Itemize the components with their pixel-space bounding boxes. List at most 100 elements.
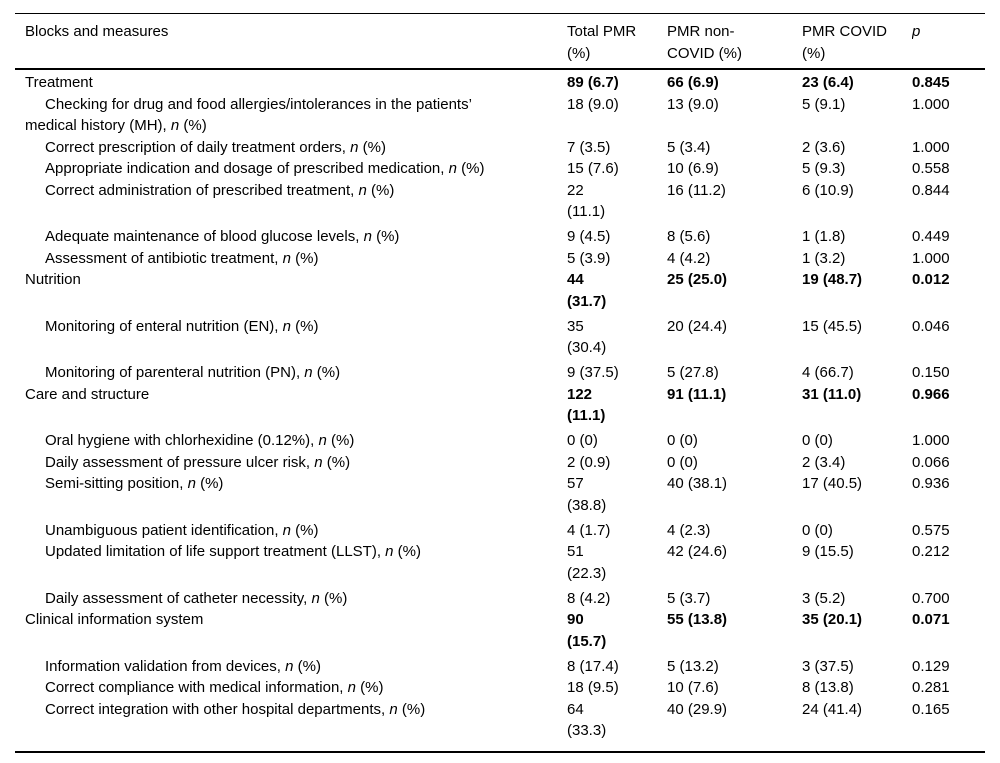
pmr-measures-table: Blocks and measures Total PMR (%) PMR non-… xyxy=(15,13,985,753)
cell-p-value: 0.071 xyxy=(912,611,950,628)
cell-p-value: 0.966 xyxy=(912,385,950,403)
cell-total-pmr: 90 (15.7) xyxy=(567,611,607,650)
cell-total-pmr: 2 (0.9) xyxy=(567,453,611,471)
column-header-pmr-non-covid: PMR non- COVID (%) xyxy=(667,23,742,62)
cell-p-value: 0.165 xyxy=(912,700,950,718)
column-header-blocks: Blocks and measures xyxy=(25,23,169,40)
table-row: Assessment of antibiotic treatment, n (%… xyxy=(15,248,985,270)
cell-total-pmr: 89 (6.7) xyxy=(567,74,619,91)
table-row: Daily assessment of catheter necessity, … xyxy=(15,588,985,610)
row-label: Clinical information system xyxy=(25,611,204,628)
row-label: Appropriate indication and dosage of pre… xyxy=(45,160,485,177)
cell-pmr-covid: 15 (45.5) xyxy=(802,317,863,335)
cell-p-value: 0.281 xyxy=(912,679,950,696)
cell-p-value: 1.000 xyxy=(912,138,950,156)
row-label: Semi-sitting position, n (%) xyxy=(45,475,224,492)
cell-pmr-non-covid: 8 (5.6) xyxy=(667,228,711,245)
row-label: Care and structure xyxy=(25,385,150,403)
row-label: Daily assessment of pressure ulcer risk,… xyxy=(45,453,351,471)
cell-pmr-non-covid: 40 (38.1) xyxy=(667,475,728,492)
cell-pmr-non-covid: 5 (3.7) xyxy=(667,589,711,607)
cell-total-pmr: 22 (11.1) xyxy=(567,181,606,221)
cell-pmr-non-covid: 16 (11.2) xyxy=(667,181,726,199)
table-row: Oral hygiene with chlorhexidine (0.12%),… xyxy=(15,430,985,452)
row-label: Assessment of antibiotic treatment, n (%… xyxy=(45,249,319,267)
cell-pmr-non-covid: 13 (9.0) xyxy=(667,95,719,113)
cell-pmr-non-covid: 66 (6.9) xyxy=(667,74,719,91)
cell-p-value: 1.000 xyxy=(912,95,950,113)
cell-pmr-non-covid: 55 (13.8) xyxy=(667,611,728,628)
row-label: Correct prescription of daily treatment … xyxy=(45,138,386,156)
row-label: Monitoring of parenteral nutrition (PN),… xyxy=(45,364,341,381)
cell-pmr-non-covid: 0 (0) xyxy=(667,432,698,449)
table-row: Semi-sitting position, n (%) 57 (38.8) 40 … xyxy=(15,473,985,516)
table-row: Clinical information system 90 (15.7) 55 (… xyxy=(15,609,985,652)
row-label: Adequate maintenance of blood glucose le… xyxy=(45,228,400,245)
table-row: Correct prescription of daily treatment … xyxy=(15,137,985,159)
table-header-row: Blocks and measures Total PMR (%) PMR non-… xyxy=(15,14,985,70)
table-row: Daily assessment of pressure ulcer risk,… xyxy=(15,452,985,474)
cell-pmr-covid: 17 (40.5) xyxy=(802,475,863,492)
cell-pmr-non-covid: 40 (29.9) xyxy=(667,700,728,718)
table-row: Unambiguous patient identification, n (%… xyxy=(15,520,985,542)
table-row: Information validation from devices, n (… xyxy=(15,656,985,678)
cell-total-pmr: 64 (33.3) xyxy=(567,700,607,740)
cell-total-pmr: 15 (7.6) xyxy=(567,160,619,177)
cell-pmr-covid: 35 (20.1) xyxy=(802,611,863,628)
cell-total-pmr: 5 (3.9) xyxy=(567,249,611,267)
cell-pmr-covid: 9 (15.5) xyxy=(802,543,854,560)
cell-pmr-non-covid: 91 (11.1) xyxy=(667,385,727,403)
cell-p-value: 0.844 xyxy=(912,181,950,199)
cell-pmr-covid: 3 (5.2) xyxy=(802,589,846,607)
cell-total-pmr: 51 (22.3) xyxy=(567,543,607,582)
cell-total-pmr: 9 (4.5) xyxy=(567,228,611,245)
cell-total-pmr: 122 (11.1) xyxy=(567,385,606,425)
cell-pmr-covid: 1 (1.8) xyxy=(802,228,846,245)
row-label: Correct administration of prescribed tre… xyxy=(45,181,395,199)
cell-pmr-covid: 0 (0) xyxy=(802,521,833,539)
cell-p-value: 0.558 xyxy=(912,160,950,177)
row-label: Updated limitation of life support treat… xyxy=(45,543,422,560)
cell-pmr-covid: 0 (0) xyxy=(802,432,833,449)
table-row: Correct compliance with medical informat… xyxy=(15,677,985,699)
table-row: Monitoring of enteral nutrition (EN), n … xyxy=(15,316,985,359)
cell-pmr-covid: 31 (11.0) xyxy=(802,385,862,403)
cell-pmr-covid: 3 (37.5) xyxy=(802,657,854,675)
cell-total-pmr: 18 (9.0) xyxy=(567,95,619,113)
column-header-pmr-covid: PMR COVID (%) xyxy=(802,23,888,62)
cell-total-pmr: 8 (17.4) xyxy=(567,657,619,675)
cell-pmr-covid: 1 (3.2) xyxy=(802,249,846,267)
cell-total-pmr: 8 (4.2) xyxy=(567,589,611,607)
row-label: Treatment xyxy=(25,74,93,91)
table-body: Treatment 89 (6.7) 66 (6.9) 23 (6.4) 0.845 Ch… xyxy=(15,70,985,753)
cell-pmr-non-covid: 5 (3.4) xyxy=(667,138,711,156)
cell-pmr-covid: 2 (3.6) xyxy=(802,138,846,156)
row-label: Oral hygiene with chlorhexidine (0.12%),… xyxy=(45,432,355,449)
cell-p-value: 1.000 xyxy=(912,432,950,449)
table-row: Updated limitation of life support treat… xyxy=(15,541,985,584)
table-row: Care and structure 122 (11.1) 91 (11.1) 31 … xyxy=(15,384,985,427)
table-row: Nutrition 44 (31.7) 25 (25.0) 19 (48.7) 0.01… xyxy=(15,269,985,312)
cell-pmr-covid: 5 (9.1) xyxy=(802,95,846,113)
cell-p-value: 0.066 xyxy=(912,453,950,471)
cell-pmr-covid: 24 (41.4) xyxy=(802,700,863,718)
cell-pmr-non-covid: 4 (2.3) xyxy=(667,521,711,539)
cell-pmr-non-covid: 10 (7.6) xyxy=(667,679,719,696)
cell-p-value: 0.012 xyxy=(912,271,950,288)
cell-total-pmr: 0 (0) xyxy=(567,432,598,449)
cell-pmr-non-covid: 0 (0) xyxy=(667,453,698,471)
cell-p-value: 0.212 xyxy=(912,543,950,560)
cell-pmr-covid: 6 (10.9) xyxy=(802,181,854,199)
table-row: Correct integration with other hospital … xyxy=(15,699,985,742)
cell-p-value: 0.936 xyxy=(912,475,950,492)
cell-pmr-covid: 8 (13.8) xyxy=(802,679,854,696)
cell-p-value: 1.000 xyxy=(912,249,950,267)
cell-pmr-covid: 2 (3.4) xyxy=(802,453,846,471)
table-row: Monitoring of parenteral nutrition (PN),… xyxy=(15,362,985,384)
row-label: Unambiguous patient identification, n (%… xyxy=(45,521,319,539)
cell-pmr-non-covid: 10 (6.9) xyxy=(667,160,719,177)
cell-p-value: 0.700 xyxy=(912,589,950,607)
cell-pmr-covid: 5 (9.3) xyxy=(802,160,846,177)
cell-total-pmr: 4 (1.7) xyxy=(567,521,611,539)
table-row: Adequate maintenance of blood glucose le… xyxy=(15,226,985,248)
